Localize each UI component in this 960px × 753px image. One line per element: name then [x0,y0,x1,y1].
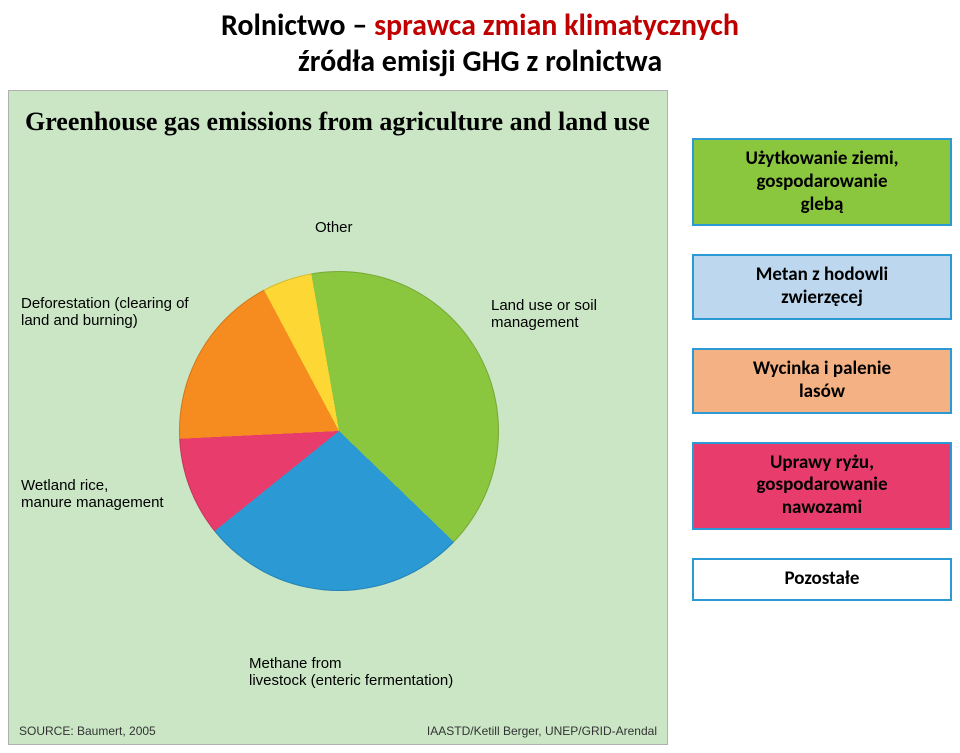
pie-chart [179,271,499,591]
pie-slice-label: Deforestation (clearing of land and burn… [21,295,189,330]
title-subtitle: źródła emisji GHG z rolnictwa [0,44,960,80]
legend-box: Wycinka i palenie lasów [692,348,952,414]
chart-source-line: SOURCE: Baumert, 2005 IAASTD/Ketill Berg… [19,724,657,738]
legend-box: Użytkowanie ziemi, gospodarowanie glebą [692,138,952,226]
pie-slice-label: Land use or soil management [491,297,597,332]
content-area: Greenhouse gas emissions from agricultur… [8,90,952,745]
chart-title: Greenhouse gas emissions from agricultur… [25,107,651,137]
pie-wrapper [179,271,499,591]
legend-box: Metan z hodowli zwierzęcej [692,254,952,320]
pie-slice-label: Methane from livestock (enteric fermenta… [249,655,453,690]
pie-slice-label: Wetland rice, manure management [21,477,164,512]
title-red: sprawca zmian klimatycznych [374,7,739,44]
legend-sidebar: Użytkowanie ziemi, gospodarowanie glebą M… [668,90,952,745]
page-title: Rolnictwo – sprawca zmian klimatycznych … [0,0,960,80]
legend-box: Pozostałe [692,558,952,601]
chart-panel: Greenhouse gas emissions from agricultur… [8,90,668,745]
legend-box: Uprawy ryżu, gospodarowanie nawozami [692,442,952,530]
chart-source-right: IAASTD/Ketill Berger, UNEP/GRID-Arendal [427,724,657,738]
pie-slice-label: Other [315,219,353,236]
chart-source-left: SOURCE: Baumert, 2005 [19,724,156,738]
title-prefix: Rolnictwo – [221,7,374,44]
